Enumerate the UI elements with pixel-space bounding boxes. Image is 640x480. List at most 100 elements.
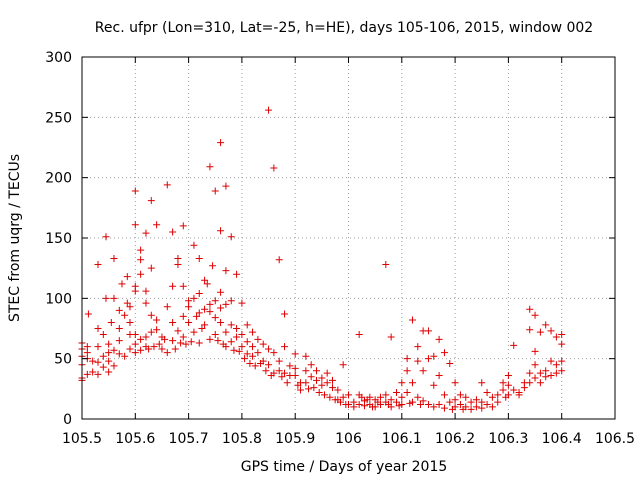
y-tick-labels: 0 50 100 150 200 250 300 — [45, 50, 72, 428]
data-point — [326, 393, 334, 401]
data-point — [243, 321, 251, 329]
data-point — [147, 264, 155, 272]
data-point — [552, 369, 560, 377]
data-point — [94, 325, 102, 332]
x-tick-label: 105.5 — [62, 431, 102, 447]
data-point — [310, 384, 318, 392]
data-point — [179, 282, 187, 290]
data-point — [387, 403, 395, 411]
data-point — [83, 349, 91, 357]
data-point — [270, 369, 278, 377]
data-point — [291, 364, 299, 372]
data-point — [227, 338, 235, 346]
data-point — [169, 228, 177, 236]
data-point — [174, 261, 182, 269]
data-point — [131, 349, 139, 357]
data-point — [179, 312, 187, 320]
data-point — [222, 182, 230, 190]
data-point — [451, 379, 459, 387]
data-point — [478, 379, 486, 387]
data-point — [504, 372, 512, 380]
data-point — [531, 361, 539, 369]
data-point — [190, 328, 198, 336]
data-point — [137, 335, 145, 343]
data-point — [211, 331, 219, 339]
data-point — [329, 376, 337, 384]
data-point — [193, 312, 201, 320]
data-point — [488, 393, 496, 401]
data-point — [278, 373, 286, 381]
data-point — [307, 373, 315, 381]
data-point — [142, 229, 150, 237]
data-point — [89, 357, 97, 365]
data-point — [249, 352, 257, 360]
x-tick-label: 106.5 — [595, 431, 635, 447]
data-point — [265, 345, 273, 353]
data-point — [259, 340, 267, 348]
data-point — [251, 362, 259, 370]
data-point — [323, 369, 331, 377]
data-point — [542, 373, 550, 381]
data-point — [137, 270, 145, 278]
data-point — [414, 357, 422, 365]
data-point — [153, 316, 161, 324]
data-point — [302, 379, 310, 387]
data-point — [313, 376, 321, 384]
data-point — [392, 398, 400, 406]
data-point — [110, 346, 118, 354]
y-tick-label: 0 — [63, 412, 72, 428]
data-point — [440, 391, 448, 399]
data-point — [281, 369, 289, 377]
data-point — [110, 255, 118, 263]
data-point — [246, 359, 254, 367]
data-point — [398, 401, 406, 409]
data-point — [171, 345, 179, 353]
data-point — [478, 404, 486, 412]
data-point — [238, 299, 246, 307]
data-point — [254, 349, 262, 357]
data-point — [408, 316, 416, 324]
y-tick-label: 150 — [45, 231, 72, 247]
data-point — [123, 299, 131, 307]
data-point — [462, 393, 470, 401]
data-point — [89, 368, 97, 376]
data-point — [105, 349, 113, 357]
data-point — [126, 345, 134, 353]
data-point — [203, 280, 211, 288]
data-point — [121, 352, 129, 360]
data-point — [174, 327, 182, 335]
data-point — [222, 328, 230, 336]
data-point — [478, 398, 486, 406]
data-point — [243, 338, 251, 346]
data-point — [472, 396, 480, 404]
data-point — [233, 325, 241, 332]
data-point — [345, 401, 352, 409]
data-point — [243, 350, 251, 358]
x-tick-label: 105.8 — [222, 431, 262, 447]
data-point — [403, 355, 411, 363]
data-point — [355, 331, 363, 339]
data-point — [398, 393, 406, 401]
data-point — [185, 297, 193, 305]
data-point — [179, 222, 187, 230]
data-point — [440, 349, 448, 357]
data-point — [355, 401, 363, 409]
data-point — [302, 352, 310, 360]
data-point — [483, 401, 491, 409]
data-point — [376, 393, 384, 401]
data-point — [526, 369, 534, 377]
y-tick-label: 300 — [45, 50, 72, 66]
data-point — [102, 233, 110, 241]
data-point — [558, 357, 566, 365]
data-point — [382, 391, 390, 399]
data-point — [99, 352, 107, 360]
data-point — [249, 343, 257, 351]
data-point — [222, 267, 230, 275]
data-point — [408, 398, 416, 406]
data-point — [387, 333, 395, 341]
data-point — [94, 358, 102, 366]
data-point — [185, 303, 193, 311]
data-point — [121, 311, 129, 319]
data-point — [376, 401, 384, 409]
data-point — [510, 386, 518, 394]
